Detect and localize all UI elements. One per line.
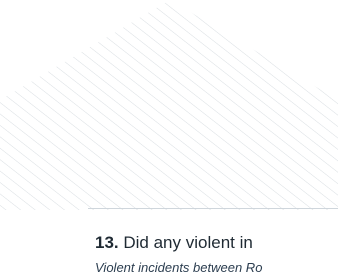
question-subtitle: Violent incidents between Ro — [95, 259, 338, 277]
question-text: Did any violent in — [123, 233, 252, 252]
page: {"question": {"number": "13.", "text": "… — [0, 0, 338, 278]
question-number: 13. — [95, 233, 119, 252]
hatch-decoration — [0, 0, 338, 210]
question: 13. Did any violent in — [95, 232, 338, 254]
divider — [88, 208, 338, 209]
